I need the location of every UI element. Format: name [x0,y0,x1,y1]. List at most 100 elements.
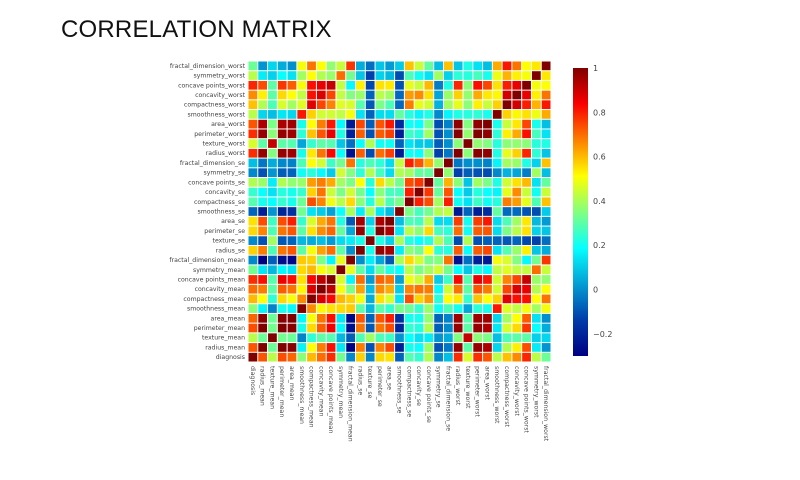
heatmap-cell [424,304,434,313]
heatmap-cell [316,158,326,168]
heatmap-cell [365,236,375,245]
heatmap-cell [375,255,385,265]
heatmap-cell [346,119,356,129]
heatmap-cell [307,294,316,304]
heatmap-cell [414,265,424,275]
heatmap-cell [395,275,404,284]
heatmap-cell [395,187,404,197]
heatmap-cell [375,216,385,226]
heatmap-cell [414,80,424,90]
heatmap-cell [287,178,297,187]
heatmap-cell [336,236,346,245]
heatmap-cell [287,343,297,352]
heatmap-cell [326,304,336,313]
heatmap-cell [512,61,522,71]
heatmap-cell [522,236,531,245]
heatmap-cell [453,226,463,236]
heatmap-cell [385,226,395,236]
heatmap-cell [307,139,316,148]
heatmap-cell [287,71,297,80]
heatmap-cell [346,207,356,216]
heatmap-cell [385,158,395,168]
heatmap-cell [297,333,307,343]
heatmap-cell [248,313,258,323]
heatmap-cell [463,333,473,343]
heatmap-cell [483,100,492,110]
y-tick-label: concave points_se [188,179,245,186]
heatmap-cell [248,80,258,90]
heatmap-cell [443,352,453,362]
heatmap-cell [277,245,287,255]
heatmap-cell [443,178,453,187]
heatmap-cell [502,168,512,178]
heatmap-cell [248,343,258,352]
heatmap-cell [453,100,463,110]
heatmap-cell [443,100,453,110]
heatmap-cell [404,61,414,71]
heatmap-cell [492,129,502,139]
heatmap-cell [385,304,395,313]
heatmap-cell [336,119,346,129]
heatmap-cell [336,61,346,71]
heatmap-cell [287,313,297,323]
heatmap-cell [492,245,502,255]
heatmap-cell [522,294,531,304]
heatmap-cell [356,158,365,168]
heatmap-cell [395,119,404,129]
heatmap-cell [473,100,483,110]
heatmap-cell [307,80,316,90]
heatmap-cell [443,129,453,139]
heatmap-cell [453,129,463,139]
heatmap-cell [404,313,414,323]
heatmap-cell [268,90,277,100]
heatmap-cell [434,168,443,178]
heatmap-cell [424,90,434,100]
heatmap-cell [424,333,434,343]
heatmap-cell [512,80,522,90]
heatmap-cell [336,313,346,323]
heatmap-cell [316,245,326,255]
heatmap-cell [512,129,522,139]
heatmap-cell [395,168,404,178]
heatmap-cell [365,110,375,119]
heatmap-cell [365,139,375,148]
heatmap-cell [522,275,531,284]
heatmap-cell [473,245,483,255]
heatmap-cell [297,323,307,333]
heatmap-cell [453,304,463,313]
heatmap-cell [434,216,443,226]
heatmap-cell [531,187,541,197]
heatmap-cell [258,323,268,333]
heatmap-cell [483,265,492,275]
heatmap-cell [453,294,463,304]
heatmap-cell [424,61,434,71]
heatmap-cell [404,129,414,139]
heatmap-cell [307,216,316,226]
heatmap-cell [453,119,463,129]
heatmap-cell [502,100,512,110]
heatmap-cell [277,294,287,304]
heatmap-cell [365,100,375,110]
heatmap-cell [522,323,531,333]
heatmap-cell [473,80,483,90]
heatmap-cell [365,245,375,255]
heatmap-cell [453,265,463,275]
heatmap-cell [346,71,356,80]
heatmap-cell [277,313,287,323]
heatmap-cell [453,71,463,80]
heatmap-cell [404,178,414,187]
heatmap-cell [512,197,522,207]
heatmap-cell [248,129,258,139]
heatmap-cell [453,352,463,362]
heatmap-cell [414,294,424,304]
heatmap-cell [326,148,336,158]
heatmap-cell [414,119,424,129]
heatmap-cell [483,352,492,362]
heatmap-cell [365,255,375,265]
heatmap-cell [512,148,522,158]
heatmap-cell [316,226,326,236]
heatmap-cell [492,313,502,323]
heatmap-cell [326,119,336,129]
heatmap-cell [443,284,453,294]
heatmap-cell [473,333,483,343]
